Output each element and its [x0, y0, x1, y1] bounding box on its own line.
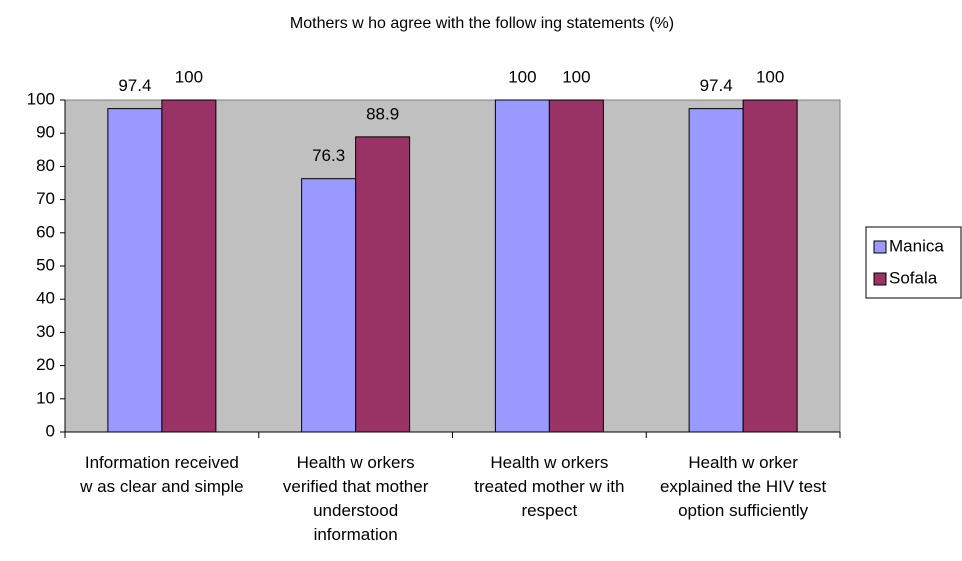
y-tick-label: 50 — [36, 255, 55, 274]
data-label: 100 — [562, 67, 590, 86]
data-label: 100 — [175, 67, 203, 86]
y-tick-label: 30 — [36, 322, 55, 341]
data-label: 97.4 — [700, 76, 733, 95]
x-tick-label: Health w orkers treated mother w ith res… — [474, 453, 625, 520]
legend-swatch — [873, 272, 887, 286]
data-label: 100 — [508, 67, 536, 86]
legend-label: Sofala — [889, 268, 938, 287]
x-tick-label: Health w orkers verified that mother und… — [282, 453, 429, 544]
chart-title: Mothers w ho agree with the follow ing s… — [290, 15, 674, 32]
y-tick-label: 100 — [27, 89, 55, 108]
bar — [688, 108, 744, 433]
bar — [301, 178, 357, 433]
y-tick-label: 20 — [36, 355, 55, 374]
y-tick-label: 90 — [36, 123, 55, 142]
data-label: 76.3 — [312, 146, 345, 165]
bar — [355, 136, 411, 433]
legend-box — [865, 226, 962, 299]
y-tick-label: 60 — [36, 222, 55, 241]
y-tick-label: 0 — [46, 421, 55, 440]
legend-swatch — [873, 240, 887, 254]
bar — [742, 99, 798, 433]
data-label: 100 — [756, 67, 784, 86]
bar — [107, 108, 163, 433]
y-tick-label: 80 — [36, 156, 55, 175]
bar — [494, 99, 550, 433]
x-tick-label: Information received w as clear and simp… — [80, 453, 244, 496]
bar — [161, 99, 217, 433]
y-tick-label: 70 — [36, 189, 55, 208]
x-tick-label: Health w orker explained the HIV test op… — [659, 453, 827, 520]
y-tick-label: 10 — [36, 388, 55, 407]
y-tick-label: 40 — [36, 289, 55, 308]
data-label: 97.4 — [118, 76, 151, 95]
data-label: 88.9 — [366, 104, 399, 123]
legend-label: Manica — [889, 236, 944, 255]
bar — [548, 99, 604, 433]
